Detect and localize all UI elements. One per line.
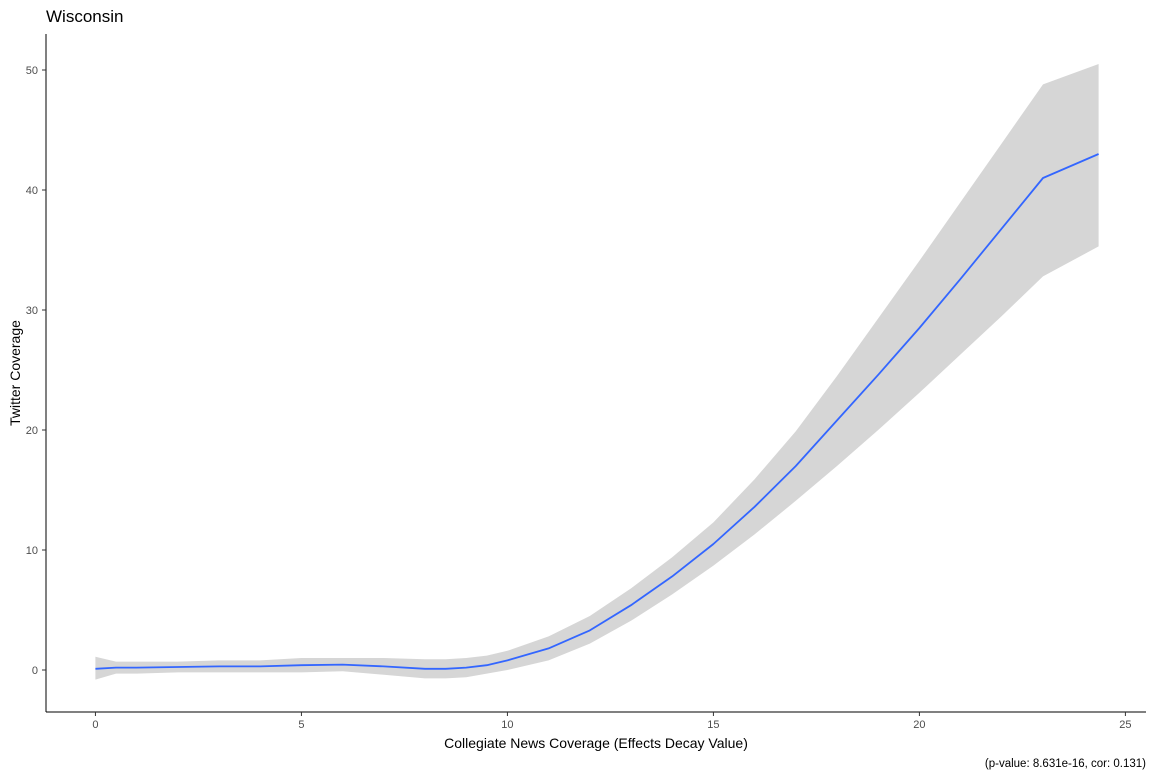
x-tick-label: 20 xyxy=(913,719,925,731)
y-tick-label: 50 xyxy=(26,65,38,77)
plot-area xyxy=(95,64,1099,680)
x-tick-label: 5 xyxy=(298,719,304,731)
y-tick-label: 20 xyxy=(26,425,38,437)
x-tick-label: 10 xyxy=(501,719,513,731)
x-tick-label: 25 xyxy=(1119,719,1131,731)
y-tick-label: 40 xyxy=(26,185,38,197)
x-tick-label: 15 xyxy=(707,719,719,731)
x-tick-label: 0 xyxy=(92,719,98,731)
x-axis-label: Collegiate News Coverage (Effects Decay … xyxy=(444,735,748,751)
y-axis-ticks: 0 10 20 30 40 50 xyxy=(26,65,46,677)
y-axis-label: Twitter Coverage xyxy=(7,320,23,426)
stats-caption: (p-value: 8.631e-16, cor: 0.131) xyxy=(985,758,1146,770)
y-tick-label: 10 xyxy=(26,545,38,557)
y-tick-label: 0 xyxy=(32,665,38,677)
x-axis-ticks: 0 5 10 15 20 25 xyxy=(92,712,1132,731)
y-tick-label: 30 xyxy=(26,305,38,317)
smooth-line-0 xyxy=(95,153,1099,670)
confidence-band-0 xyxy=(95,64,1099,680)
chart-title: Wisconsin xyxy=(46,7,123,26)
